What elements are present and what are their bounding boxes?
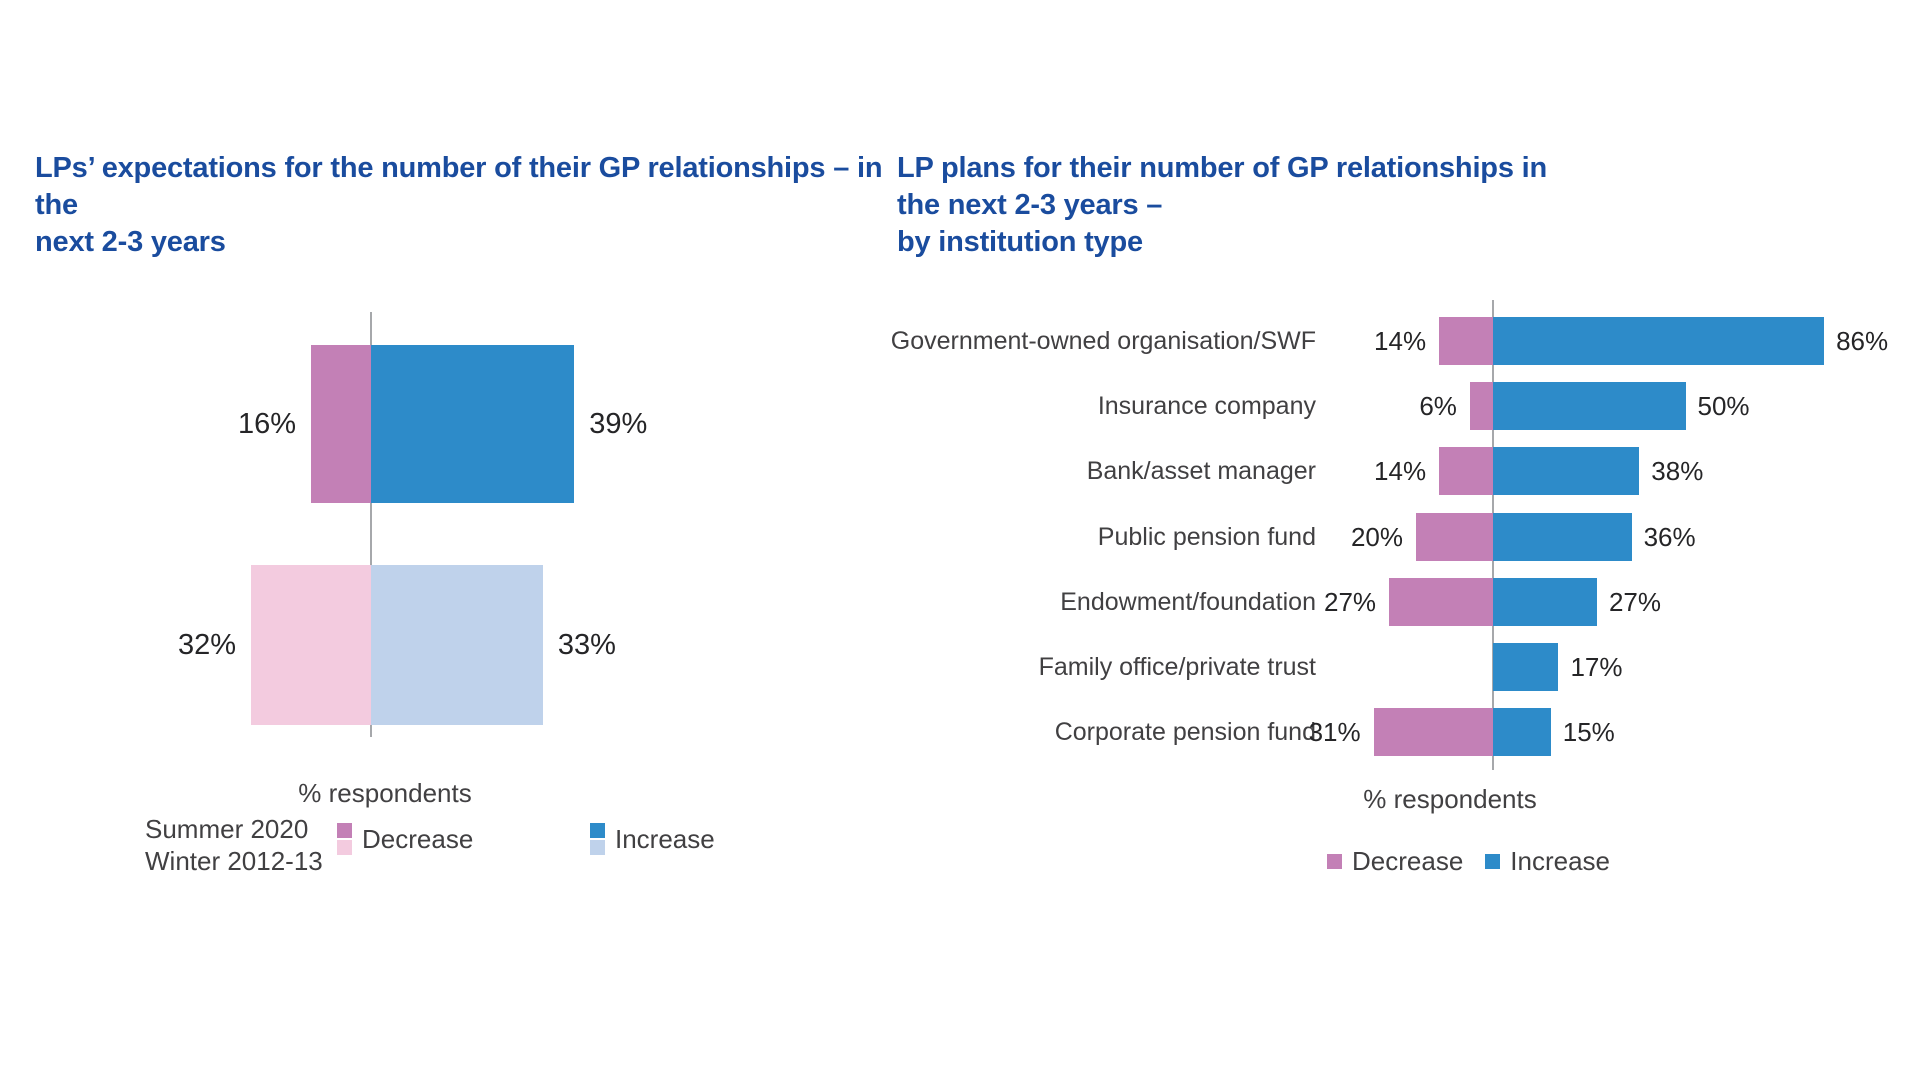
decrease-value-label: 16% [237,407,296,440]
decrease-bar [1469,382,1493,430]
decrease-bar [1439,447,1493,495]
left-chart-title-line2: next 2-3 years [35,226,226,259]
decrease-bar [1373,708,1493,756]
category-label: Family office/private trust [1038,652,1316,681]
increase-legend-label: Increase [615,823,715,854]
decrease-bar [311,345,371,503]
category-label: Insurance company [1097,391,1316,420]
left-legend-increase: Increase [590,823,715,855]
decrease-bar [251,565,371,725]
increase-bar [1493,513,1632,561]
series-label-winter-2012-13: Winter 2012-13 [145,846,323,877]
increase-value-label: 36% [1643,521,1696,552]
increase-value-label: 33% [557,628,616,661]
increase-bar [1493,317,1825,365]
left-zero-axis-line [370,312,372,737]
left-series-labels: Summer 2020 Winter 2012-13 [145,813,323,877]
decrease-dark-swatch [337,823,352,838]
decrease-swatch-stack [337,823,352,855]
increase-bar [1493,708,1551,756]
decrease-value-label: 14% [1374,325,1427,356]
decrease-value-label: 27% [1324,586,1377,617]
increase-light-swatch [590,840,605,855]
decrease-legend-label: Decrease [1352,846,1464,876]
decrease-value-label: 14% [1374,455,1427,486]
increase-bar [1493,643,1559,691]
increase-value-label: 15% [1562,716,1615,747]
left-chart-title-line1: LPs’ expectations for the number of thei… [35,152,883,222]
right-chart-title: LP plans for their number of GP relation… [897,150,1577,261]
increase-bar [1493,447,1640,495]
right-zero-axis-line [1492,300,1494,770]
left-chart-title: LPs’ expectations for the number of thei… [35,150,905,261]
decrease-legend-label: Decrease [362,823,474,854]
decrease-bar [1439,317,1493,365]
right-chart-title-line2: by institution type [897,226,1143,259]
left-x-axis-label: % respondents [298,778,472,808]
increase-value-label: 17% [1570,651,1623,682]
decrease-bar [1416,513,1493,561]
increase-bar [371,565,543,725]
decrease-value-label: 20% [1350,521,1403,552]
left-legend-decrease: Decrease [337,823,473,855]
decrease-light-swatch [337,840,352,855]
increase-swatch-stack [590,823,605,855]
decrease-value-label: 6% [1419,390,1457,421]
increase-bar [1493,578,1597,626]
decrease-value-label: 31% [1308,716,1361,747]
series-label-summer-2020: Summer 2020 [145,814,309,844]
category-label: Endowment/foundation [1060,587,1316,616]
right-legend-decrease: Decrease [1327,846,1463,877]
category-label: Public pension fund [1097,522,1316,551]
increase-swatch [1485,854,1501,869]
decrease-value-label: 32% [177,628,236,661]
increase-legend-label: Increase [1510,846,1611,876]
decrease-swatch [1327,854,1342,869]
increase-value-label: 50% [1697,390,1750,421]
decrease-bar [1389,578,1493,626]
increase-value-label: 86% [1836,325,1889,356]
increase-value-label: 39% [589,407,648,440]
increase-dark-swatch [590,823,605,838]
increase-bar [1493,382,1686,430]
increase-bar [371,345,575,503]
category-label: Corporate pension fund [1054,717,1316,746]
right-x-axis-label: % respondents [1363,784,1537,814]
increase-value-label: 38% [1651,455,1704,486]
category-label: Government-owned organisation/SWF [890,326,1316,355]
right-legend-increase: Increase [1485,846,1610,877]
category-label: Bank/asset manager [1086,456,1316,485]
right-chart-title-line1: LP plans for their number of GP relation… [897,152,1547,222]
increase-value-label: 27% [1608,586,1661,617]
right-legend: Decrease Increase [1327,846,1610,877]
